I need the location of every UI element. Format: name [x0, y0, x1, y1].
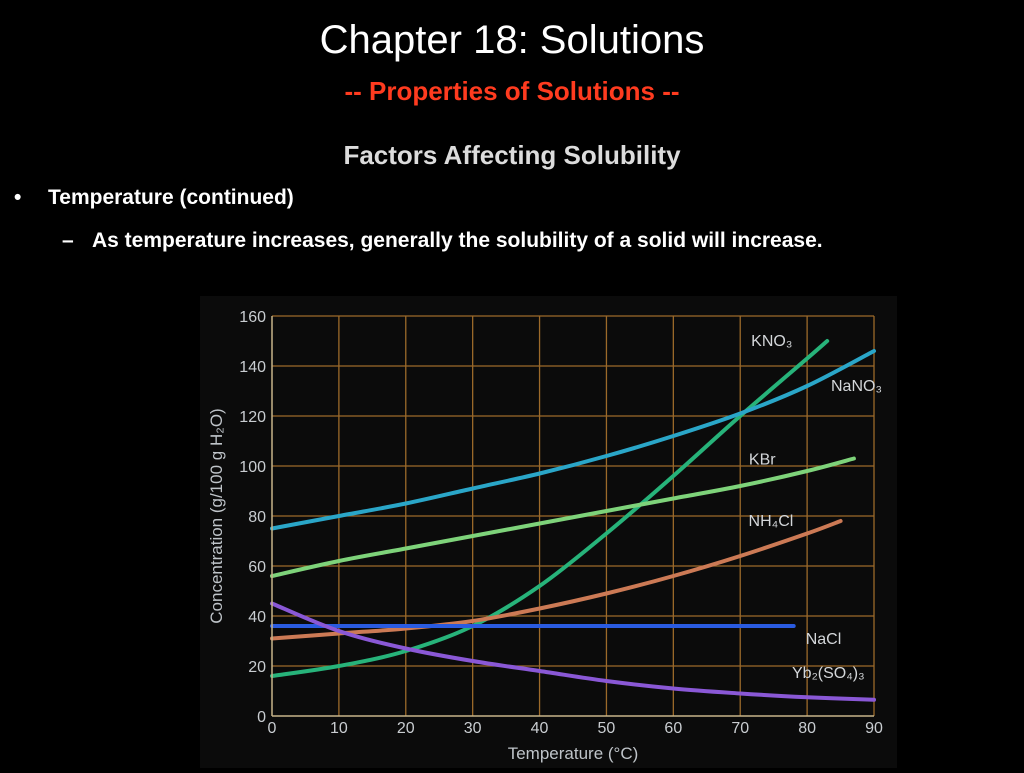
solubility-chart-svg: 0 10 20 30 40 50 60 70 80 90 0 20 40 60 80 100 120 140 160… [207, 309, 883, 763]
sub-bullet-dash-icon: – [62, 229, 74, 252]
x-tick-label: 50 [598, 720, 616, 737]
x-axis-label: Temperature (°C) [508, 744, 639, 763]
x-tick-label: 90 [865, 720, 883, 737]
series-labels: KNO₃ NaNO₃ KBr NH₄Cl NaCl Yb₂(SO₄)₃ [749, 333, 882, 682]
bullet-dot-icon: • [14, 186, 22, 209]
y-tick-label: 40 [248, 609, 266, 626]
series-label-5: Yb₂(SO₄)₃ [792, 665, 865, 682]
y-tick-label: 20 [248, 659, 266, 676]
x-tick-label: 30 [464, 720, 482, 737]
series-label-0: KNO₃ [751, 333, 792, 350]
y-tick-label: 80 [248, 509, 266, 526]
y-tick-label: 120 [239, 409, 266, 426]
x-tick-label: 40 [531, 720, 549, 737]
x-tick-label: 10 [330, 720, 348, 737]
y-tick-label: 0 [257, 709, 266, 726]
series-line-1 [270, 349, 876, 531]
slide-title: Chapter 18: Solutions [319, 18, 705, 62]
bullet-item: • Temperature (continued) [14, 186, 294, 210]
x-tick-label: 60 [664, 720, 682, 737]
slide-subtitle: -- Properties of Solutions -- [344, 76, 680, 106]
series-line-0 [270, 339, 830, 678]
series-line-3 [270, 519, 843, 641]
sub-bullet-item: – As temperature increases, generally the… [62, 229, 823, 253]
x-tick-label: 70 [731, 720, 749, 737]
y-axis-label: Concentration (g/100 g H₂O) [207, 408, 226, 623]
y-tick-label: 60 [248, 559, 266, 576]
series-label-3: NH₄Cl [749, 513, 794, 530]
solubility-chart: 0 10 20 30 40 50 60 70 80 90 0 20 40 60 80 100 120 140 160… [200, 296, 897, 768]
x-tick-label: 20 [397, 720, 415, 737]
bullet-text: Temperature (continued) [48, 186, 294, 209]
y-tick-label: 140 [239, 359, 266, 376]
section-heading: Factors Affecting Solubility [343, 140, 681, 170]
x-tick-label: 80 [798, 720, 816, 737]
sub-bullet-text: As temperature increases, generally the … [92, 229, 823, 252]
series-line-2 [270, 456, 856, 578]
chart-ticks: 0 10 20 30 40 50 60 70 80 90 0 20 40 60 80 100 120 140 160 [239, 309, 883, 737]
chart-axes [271, 316, 874, 717]
series-label-2: KBr [749, 452, 776, 469]
y-tick-label: 160 [239, 309, 266, 326]
x-tick-label: 0 [268, 720, 277, 737]
series-label-1: NaNO₃ [831, 378, 882, 395]
series-label-4: NaCl [806, 631, 842, 648]
series-line-5 [270, 601, 876, 702]
y-tick-label: 100 [239, 459, 266, 476]
chart-series [270, 339, 876, 702]
